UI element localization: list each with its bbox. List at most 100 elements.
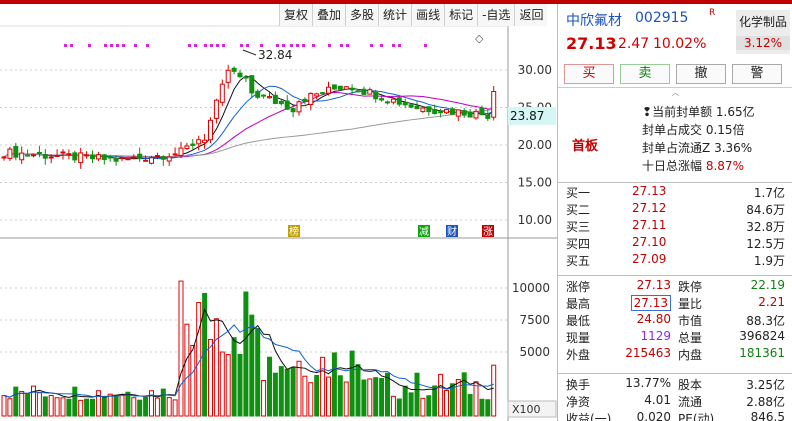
industry-box[interactable]: 化学制品 3.12% <box>736 10 790 54</box>
candle-body <box>343 86 349 90</box>
toolbar-back-button[interactable]: 返回 <box>514 4 548 26</box>
ma10-line <box>3 85 494 159</box>
candle-body <box>125 158 131 161</box>
volume-bar <box>343 381 349 417</box>
candle-body <box>390 98 396 103</box>
seal-label: 封单占成交 <box>642 123 703 137</box>
toolbar-fuquan-button[interactable]: 复权 <box>279 4 313 26</box>
order-book-row[interactable]: 买二 27.12 84.6万 <box>558 201 792 218</box>
stat-label: 换手 <box>566 378 591 392</box>
cancel-order-button[interactable]: 撤 <box>676 64 726 84</box>
stock-name[interactable]: 中欣氟材 <box>566 13 622 29</box>
price-change: 2.47 <box>618 36 650 52</box>
volume-bar <box>296 360 302 417</box>
order-book-row[interactable]: 买三 27.11 32.8万 <box>558 218 792 235</box>
volume-bar <box>113 394 119 417</box>
event-dot <box>194 44 197 47</box>
volume-bar <box>438 373 444 417</box>
event-dot <box>110 44 113 47</box>
candle-body <box>42 154 48 159</box>
kline-chart[interactable]: 30.0025.0020.0015.0010.00100007500500023… <box>0 4 557 421</box>
volume-bar <box>455 379 461 417</box>
stat-value: 4.01 <box>644 393 671 407</box>
event-dot <box>296 44 299 47</box>
volume-bar <box>290 367 296 417</box>
ob-price: 27.12 <box>632 201 667 215</box>
candle-body <box>308 92 314 105</box>
order-book-row[interactable]: 买一 27.13 1.7亿 <box>558 184 792 201</box>
volume-bar <box>237 353 243 417</box>
event-marker <box>418 225 430 237</box>
stat-value: 0.020 <box>636 410 671 421</box>
toolbar-remove-watchlist-button[interactable]: -自选 <box>477 4 515 26</box>
stat-value: 1129 <box>640 329 671 343</box>
order-book-row[interactable]: 买四 27.10 12.5万 <box>558 235 792 252</box>
candle-body <box>149 157 154 164</box>
stat-value: 3.25亿 <box>746 378 785 392</box>
volume-bar <box>402 385 408 417</box>
candle-body <box>278 100 284 105</box>
buy-button[interactable]: 买 <box>564 64 614 84</box>
volume-bar <box>149 390 154 417</box>
stat-value: 13.77% <box>625 376 671 390</box>
sell-button[interactable]: 卖 <box>620 64 670 84</box>
stat-label: 现量 <box>566 331 591 345</box>
toolbar-multi-stock-button[interactable]: 多股 <box>345 4 379 26</box>
candle-body <box>444 109 449 114</box>
seal-label: 十日总涨幅 <box>642 159 703 173</box>
candle-body <box>355 90 361 93</box>
candle-body <box>302 98 308 103</box>
candle-body <box>137 153 143 159</box>
toolbar-overlay-button[interactable]: 叠加 <box>312 4 346 26</box>
volume-bar <box>314 374 320 417</box>
ob-label: 买三 <box>566 220 591 234</box>
last-price-box <box>508 106 556 125</box>
volume-bar <box>66 398 72 417</box>
candle-body <box>379 98 385 101</box>
candle-body <box>314 93 320 97</box>
stat-row: 最高 27.13 量比 2.21 <box>558 295 792 312</box>
volume-bar <box>60 397 66 417</box>
volume-bar <box>172 399 178 417</box>
volume-bar <box>420 397 426 417</box>
stat-row: 现量 1129 总量 396824 <box>558 329 792 346</box>
candle-body <box>414 105 420 110</box>
order-book: 买一 27.13 1.7亿 买二 27.12 84.6万 买三 27.11 32.8万 买四… <box>558 184 792 269</box>
volume-bar <box>213 318 219 417</box>
candle-body <box>367 89 373 95</box>
stat-label: 最低 <box>566 314 591 328</box>
candle-body <box>284 100 290 110</box>
event-dot <box>276 44 279 47</box>
toolbar-mark-button[interactable]: 标记 <box>444 4 478 26</box>
stat-row: 涨停 27.13 跌停 22.19 <box>558 278 792 295</box>
alert-button[interactable]: 警 <box>732 64 782 84</box>
event-dot <box>64 44 67 47</box>
candle-body <box>143 159 149 162</box>
candle-body <box>213 99 219 119</box>
candle-body <box>326 86 331 94</box>
candle-body <box>432 108 438 115</box>
volume-bar <box>137 399 143 417</box>
stat-row: 收益(一) 0.020 PE(动) 846.5 <box>558 410 792 421</box>
volume-bar <box>432 385 438 417</box>
fundamental-stats: 换手 13.77% 股本 3.25亿 净资 4.01 流通 2.88亿 收益(一) 0.020 PE… <box>558 376 792 421</box>
candle-body <box>219 83 225 103</box>
stat-label: PE(动) <box>678 412 715 421</box>
order-book-row[interactable]: 买五 27.09 1.9万 <box>558 252 792 269</box>
ma20-line <box>3 92 494 158</box>
toolbar-draw-button[interactable]: 画线 <box>411 4 445 26</box>
diamond-icon: ◇ <box>475 32 484 45</box>
collapse-caret-icon[interactable]: ︿ <box>558 87 792 97</box>
volume-bar <box>444 390 449 417</box>
volume-bar <box>337 375 343 417</box>
ob-price: 27.11 <box>632 218 667 232</box>
volume-bar <box>349 350 355 417</box>
volume-bar <box>479 398 485 417</box>
divider <box>558 275 792 276</box>
candle-body <box>78 152 84 164</box>
toolbar-stats-button[interactable]: 统计 <box>378 4 412 26</box>
volume-unit-label: X100 <box>512 403 541 416</box>
volume-bar <box>160 388 166 417</box>
moving-average-lines <box>3 75 495 160</box>
event-dot <box>70 44 73 47</box>
